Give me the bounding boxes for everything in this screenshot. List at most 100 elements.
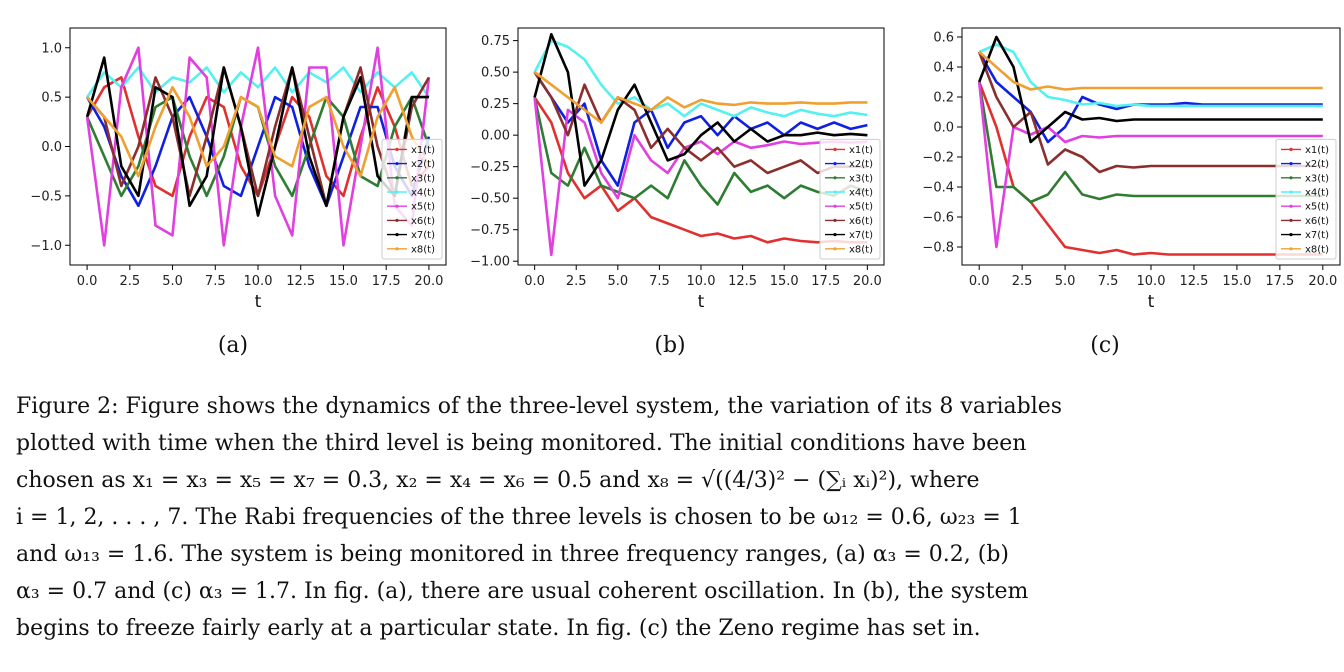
x-tick-label: 12.5 [1179, 274, 1208, 289]
series-line-x2(t) [85, 95, 431, 208]
series-group [85, 46, 431, 247]
series-line-x3(t) [533, 97, 868, 206]
legend-label: x8(t) [849, 244, 873, 255]
chart-a-svg: 0.0 2.5 5.0 7.5 10.0 12.5 15.0 17.5 20.0 −1.0 −0.5… [30, 27, 447, 312]
legend-marker [395, 176, 399, 180]
legend-label: x5(t) [411, 202, 435, 213]
x-tick-label: 10.0 [244, 274, 273, 289]
y-tick-label: 0.75 [481, 34, 510, 49]
series-line-x6(t) [977, 51, 1323, 174]
series-line-x7(t) [533, 33, 868, 187]
x-tick-label: 17.5 [1265, 274, 1294, 289]
legend-label: x4(t) [1305, 188, 1329, 199]
series-line-x8(t) [978, 51, 1323, 91]
x-axis-label: t [255, 292, 262, 312]
legend-label: x1(t) [849, 145, 873, 156]
series-line-x4(t) [533, 39, 868, 118]
x-tick-label: 0.0 [524, 274, 545, 289]
legend-label: x8(t) [1305, 244, 1329, 255]
legend-marker [1289, 176, 1293, 180]
y-tick-label: 0.0 [41, 140, 62, 155]
series-line-x8(t) [86, 86, 431, 178]
x-tick-label: 0.0 [969, 274, 990, 289]
legend-label: x7(t) [411, 230, 435, 241]
y-tick-label: −0.75 [470, 223, 510, 238]
series-line-x1(t) [533, 96, 868, 244]
chart-panel-c: 0.0 2.5 5.0 7.5 10.0 12.5 15.0 17.5 20.0 −0.8 −0.6… [896, 0, 1344, 330]
legend-label: x8(t) [411, 244, 435, 255]
y-tick-label: 0.6 [933, 31, 954, 46]
legend-label: x4(t) [849, 188, 873, 199]
y-tick-label: −1.0 [30, 239, 62, 254]
y-tick-label: −0.25 [470, 160, 510, 175]
caption-line: α₃ = 0.7 and (c) α₃ = 1.7. In fig. (a), … [16, 579, 1029, 604]
x-tick-label: 5.0 [162, 274, 183, 289]
y-tick-label: −0.4 [922, 181, 954, 196]
legend: x1(t) x2(t) x3(t) x4(t) x5(t) x6(t) x7(t) x8(t) [381, 138, 443, 260]
x-axis-label: t [698, 292, 705, 312]
legend-marker [395, 162, 399, 166]
x-tick-label: 5.0 [607, 274, 628, 289]
legend-label: x3(t) [411, 173, 435, 184]
legend-label: x1(t) [411, 145, 435, 156]
series-line-x2(t) [978, 51, 1323, 144]
y-tick-label: −0.2 [922, 151, 954, 166]
y-tick-label: −0.5 [30, 189, 62, 204]
series-line-x4(t) [86, 66, 430, 98]
y-tick-label: −0.8 [922, 241, 954, 256]
x-tick-label: 10.0 [687, 274, 716, 289]
legend-marker [395, 233, 399, 237]
y-tick-label: −0.6 [922, 211, 954, 226]
y-tick-label: 0.25 [481, 97, 510, 112]
caption-line: plotted with time when the third level i… [16, 431, 1027, 456]
x-tick-label: 15.0 [1222, 274, 1251, 289]
x-tick-label: 12.5 [286, 274, 315, 289]
chart-panel-a: 0.0 2.5 5.0 7.5 10.0 12.5 15.0 17.5 20.0 −1.0 −0.5… [0, 0, 448, 330]
legend-marker [833, 176, 837, 180]
x-tick-label: 20.0 [853, 274, 882, 289]
x-tick-label: 15.0 [329, 274, 358, 289]
legend-marker [395, 190, 399, 194]
x-tick-label: 2.5 [566, 274, 587, 289]
y-tick-label: 0.00 [481, 129, 510, 144]
series-line-x3(t) [977, 81, 1323, 204]
x-tick-label: 12.5 [728, 274, 757, 289]
x-tick-label: 7.5 [205, 274, 226, 289]
x-axis-label: t [1148, 292, 1155, 312]
legend-label: x2(t) [411, 159, 435, 170]
legend-marker [1289, 190, 1293, 194]
series-line-x7(t) [977, 35, 1323, 144]
series-line-x6(t) [86, 66, 431, 208]
y-tick-label: −0.50 [470, 192, 510, 207]
series-line-x2(t) [533, 71, 868, 187]
x-tick-label: 7.5 [649, 274, 670, 289]
y-tick-label: 1.0 [41, 41, 62, 56]
chart-panel-b: 0.0 2.5 5.0 7.5 10.0 12.5 15.0 17.5 20.0 −1.00 −0.… [448, 0, 896, 330]
series-line-x6(t) [533, 71, 868, 175]
subfigure-label-c: (c) [1090, 333, 1120, 358]
legend-label: x4(t) [411, 188, 435, 199]
series-line-x5(t) [85, 46, 431, 247]
caption-line: and ω₁₃ = 1.6. The system is being monit… [16, 542, 1010, 567]
y-tick-label: 0.50 [481, 66, 510, 81]
legend-marker [1289, 247, 1293, 251]
subfigure-label-b: (b) [654, 333, 686, 358]
x-tick-label: 20.0 [414, 274, 443, 289]
legend-label: x7(t) [1305, 230, 1329, 241]
legend-label: x3(t) [1305, 173, 1329, 184]
x-tick-label: 7.5 [1098, 274, 1119, 289]
subfigure-label-a: (a) [217, 333, 249, 358]
y-tick-label: 0.0 [933, 121, 954, 136]
legend-label: x6(t) [1305, 216, 1329, 227]
x-tick-label: 0.0 [77, 274, 98, 289]
x-tick-label: 17.5 [811, 274, 840, 289]
legend-label: x5(t) [1305, 202, 1329, 213]
legend-marker [1289, 204, 1293, 208]
legend-marker [833, 218, 837, 222]
caption-line: Figure 2: Figure shows the dynamics of t… [16, 394, 1063, 419]
legend-marker [395, 247, 399, 251]
series-group [977, 35, 1323, 256]
legend-marker [833, 190, 837, 194]
legend-marker [395, 204, 399, 208]
chart-c-svg: 0.0 2.5 5.0 7.5 10.0 12.5 15.0 17.5 20.0 −0.8 −0.6… [922, 27, 1341, 312]
